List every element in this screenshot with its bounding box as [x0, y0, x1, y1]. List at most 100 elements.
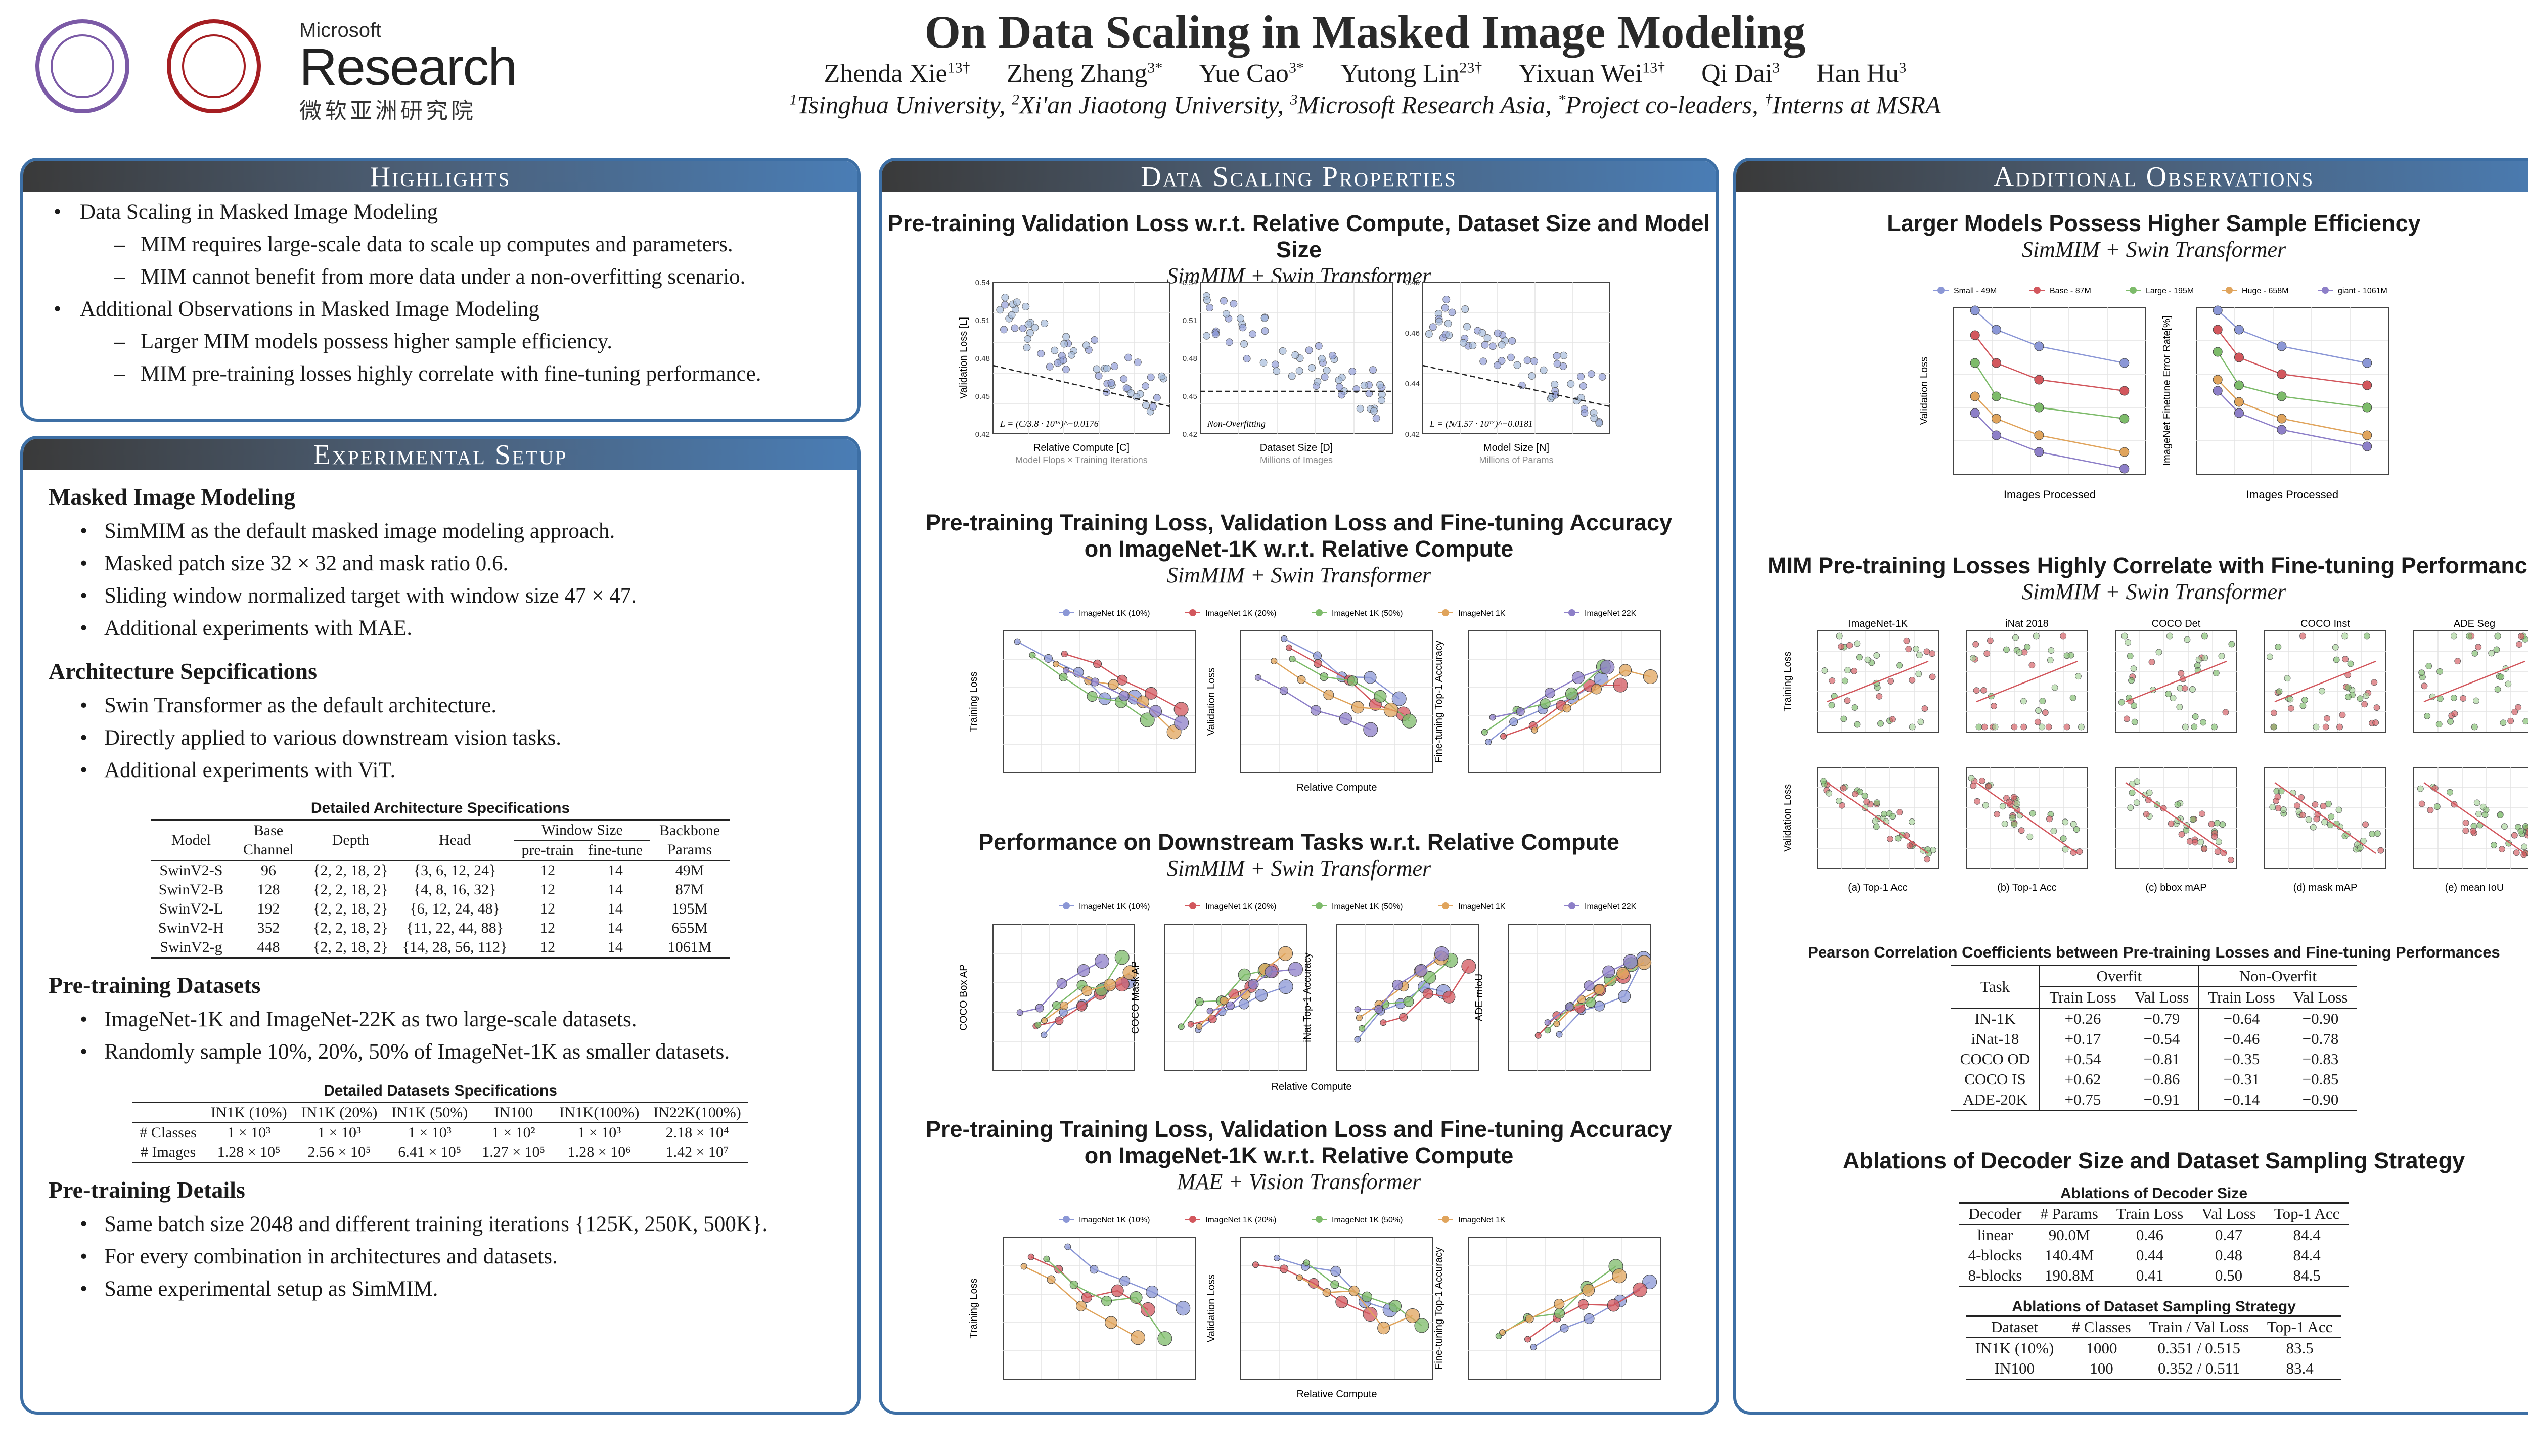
- subplot-caption: (e) mean IoU: [2445, 882, 2504, 893]
- data-point: [2312, 801, 2319, 808]
- table-cell: IN-1K: [1951, 1008, 2041, 1029]
- table-cell: 87M: [675, 881, 704, 898]
- table-cell: 192: [257, 900, 280, 917]
- data-point: [1618, 990, 1631, 1003]
- data-point: [1314, 378, 1322, 386]
- data-point: [1023, 344, 1031, 351]
- data-point: [1056, 978, 1067, 989]
- data-point: [2335, 806, 2342, 813]
- legend-label: ImageNet 1K (50%): [1332, 609, 1403, 618]
- trend-line: [2125, 782, 2227, 854]
- data-point: [2192, 713, 2199, 720]
- affil-mark: 2: [1012, 91, 1020, 108]
- data-point: [1970, 782, 1977, 789]
- data-point: [1929, 673, 1936, 680]
- table-cell: −0.54: [2143, 1030, 2180, 1048]
- pearson-caption: Pearson Correlation Coefficients between…: [1808, 943, 2500, 961]
- data-point: [1461, 959, 1476, 974]
- data-point: [1354, 1006, 1361, 1013]
- data-point: [1916, 652, 1923, 658]
- data-point: [2143, 811, 2150, 818]
- data-point: [2284, 675, 2291, 682]
- data-point: [1887, 835, 1893, 842]
- data-point: [1238, 968, 1251, 981]
- setup-panel: Experimental Setup Masked Image Modeling…: [20, 436, 861, 1415]
- axis-label: Validation Loss: [1782, 784, 1793, 852]
- table-row: # Classes 1 × 10³ 1 × 10³ 1 × 10³ 1 × 10² 1 ×…: [132, 1123, 748, 1143]
- author-name: Yixuan Wei13†: [1518, 59, 1665, 88]
- legend-marker: [2130, 287, 2137, 294]
- data-point: [2377, 847, 2384, 854]
- data-point: [1187, 1021, 1194, 1028]
- table-cell: 12: [540, 881, 556, 898]
- data-point: [1000, 326, 1008, 334]
- series-line: [1974, 413, 2125, 470]
- data-point: [1980, 687, 1987, 694]
- data-point: [1469, 341, 1477, 349]
- data-point: [2363, 692, 2370, 699]
- legend-marker: [1442, 1216, 1449, 1223]
- table-cell: −0.83: [2302, 1050, 2339, 1068]
- affil-text: Interns at MSRA: [1772, 90, 1941, 119]
- tick-label: 0.48: [975, 354, 990, 363]
- data-point: [2357, 844, 2364, 851]
- data-point: [2192, 839, 2198, 846]
- legend-marker: [1063, 1216, 1070, 1223]
- data-point: [1975, 723, 1982, 731]
- legend-label: Large - 195M: [2146, 287, 2194, 295]
- data-point: [2178, 670, 2185, 677]
- table-cell: SwinV2-g: [160, 939, 222, 956]
- dataset-table-caption: Detailed Datasets Specifications: [324, 1082, 557, 1099]
- table-header: IN1K (10%): [210, 1104, 287, 1121]
- data-point: [1864, 656, 1871, 663]
- data-point: [1906, 842, 1913, 849]
- data-point: [2499, 846, 2505, 853]
- data-point: [1970, 305, 1980, 315]
- data-point: [2197, 839, 2204, 846]
- series-line: [2217, 329, 2367, 386]
- data-point: [1173, 702, 1189, 717]
- data-point: [2473, 799, 2480, 806]
- data-point: [1478, 329, 1486, 337]
- tick-label: 0.42: [1405, 430, 1420, 439]
- tick-label: 0.42: [1183, 430, 1197, 439]
- data-point: [1565, 687, 1578, 700]
- data-point: [2009, 814, 2016, 821]
- data-point: [1579, 382, 1587, 390]
- dataset-item: ImageNet-1K and ImageNet-22K as two larg…: [80, 1004, 857, 1036]
- data-point: [1064, 1243, 1071, 1250]
- table-cell: −0.35: [2198, 1049, 2284, 1069]
- data-point: [2481, 811, 2489, 818]
- data-point: [2234, 408, 2244, 418]
- data-point: [2332, 644, 2339, 651]
- data-point: [2462, 827, 2469, 834]
- data-point: [2450, 694, 2457, 701]
- data-point: [2026, 833, 2034, 840]
- data-point: [1982, 802, 1989, 809]
- data-point: [1896, 662, 1903, 669]
- data-point: [1348, 1285, 1360, 1296]
- table-row: SwinV2-B 128 {2, 2, 18, 2} {4, 8, 16, 32} 12…: [151, 880, 730, 899]
- tick-label: 0.45: [1183, 392, 1197, 401]
- data-point: [2498, 673, 2505, 680]
- poster-title: On Data Scaling in Masked Image Modeling: [924, 6, 1806, 58]
- table-cell: 4-blocks: [1968, 1246, 2022, 1264]
- data-point: [1594, 984, 1605, 995]
- data-point: [1274, 1254, 1281, 1261]
- data-point: [2127, 653, 2134, 659]
- data-point: [2189, 686, 2196, 693]
- data-point: [1844, 667, 1852, 673]
- data-point: [1037, 350, 1045, 357]
- axis-label: Validation Loss: [1206, 1275, 1217, 1342]
- author-name: Zhenda Xie13†: [824, 59, 970, 88]
- table-cell: 0.47: [2215, 1226, 2243, 1244]
- legend-marker: [1316, 609, 1323, 616]
- table-cell: # Images: [140, 1144, 196, 1160]
- table-cell: 128: [257, 881, 280, 898]
- data-point: [2320, 803, 2327, 809]
- data-point: [2062, 846, 2069, 853]
- table-row: IN-1K +0.26 −0.79 −0.64 −0.90: [1951, 1008, 2357, 1029]
- axis-label: Model Size [N]: [1483, 442, 1549, 453]
- data-point: [2121, 632, 2128, 640]
- tick-label: 0.48: [1183, 354, 1197, 363]
